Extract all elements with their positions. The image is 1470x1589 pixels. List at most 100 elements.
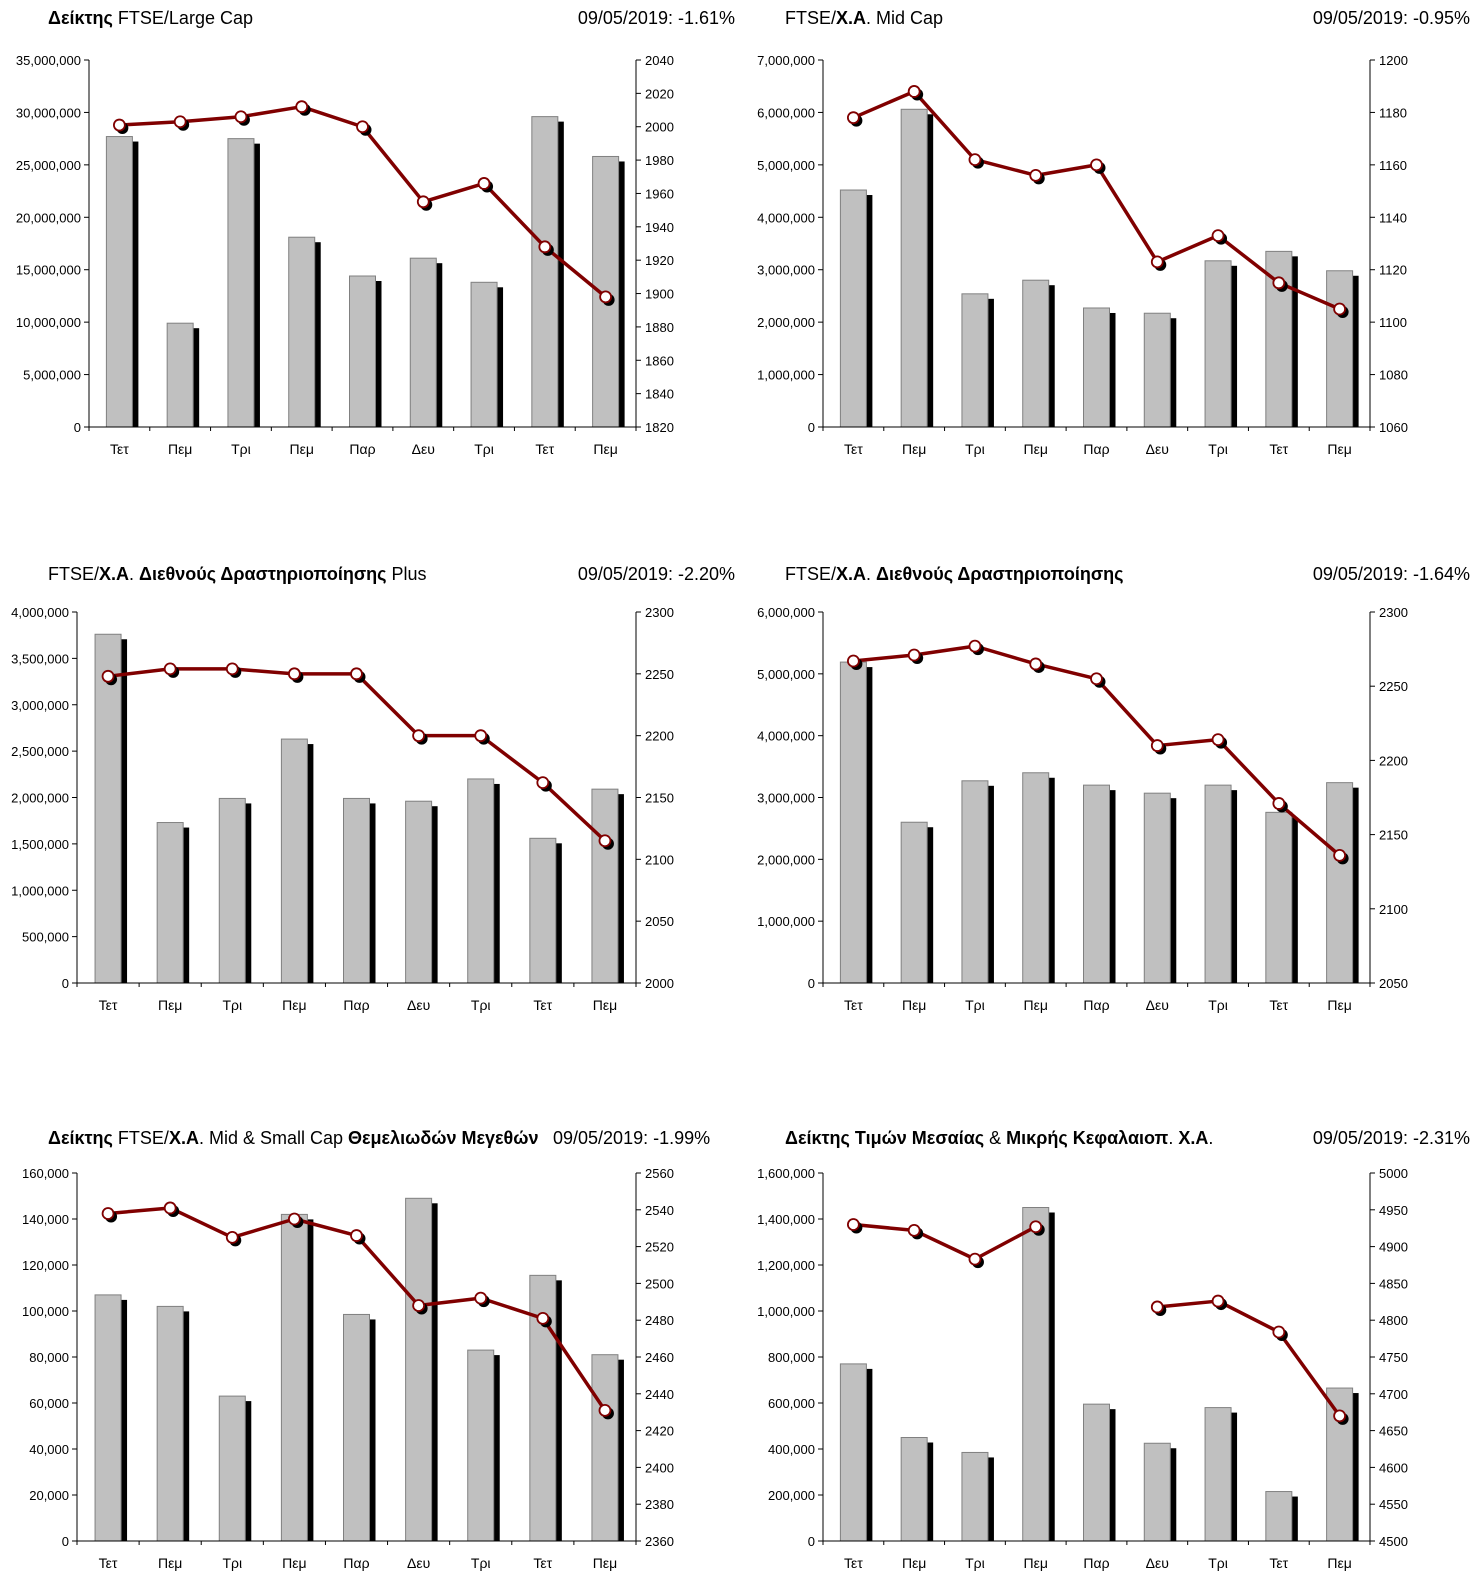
left-tick-label: 2,000,000 — [757, 852, 815, 867]
x-tick-label: Παρ — [1083, 1555, 1109, 1571]
panel-stat: 09/05/2019: -0.95% — [1312, 8, 1470, 28]
line-point — [1150, 739, 1164, 752]
right-tick-label: 1980 — [645, 153, 674, 168]
right-tick-label: 2300 — [1379, 605, 1408, 620]
right-tick-label: 1900 — [645, 287, 674, 302]
x-tick-label: Δευ — [407, 997, 430, 1013]
left-tick-label: 2,000,000 — [757, 315, 815, 330]
left-tick-label: 2,000,000 — [11, 791, 69, 806]
line-point — [1272, 276, 1286, 290]
bar — [1326, 782, 1354, 984]
title-part: Μικρής Κεφαλαιοπ — [1006, 1128, 1169, 1148]
panel-stat: 09/05/2019: -1.64% — [1312, 564, 1470, 584]
line-point — [907, 648, 921, 662]
left-tick-label: 6,000,000 — [757, 105, 815, 120]
left-tick-label: 200,000 — [768, 1488, 815, 1503]
right-tick-label: 2420 — [645, 1424, 674, 1439]
x-tick-label: Τρι — [1208, 997, 1228, 1013]
x-tick-label: Πεμ — [593, 1555, 617, 1571]
left-tick-label: 4,000,000 — [757, 210, 815, 225]
bar — [1204, 260, 1232, 428]
left-tick-label: 120,000 — [22, 1258, 69, 1273]
left-tick-label: 80,000 — [29, 1350, 69, 1365]
right-tick-label: 4500 — [1379, 1534, 1408, 1549]
right-tick-label: 4850 — [1379, 1276, 1408, 1291]
right-tick-label: 1120 — [1379, 263, 1407, 278]
title-part: & — [984, 1128, 1007, 1148]
title-part: FTSE/ — [48, 564, 100, 584]
x-tick-label: Πεμ — [1024, 997, 1048, 1013]
right-tick-label: 2050 — [645, 914, 674, 929]
x-tick-label: Πεμ — [158, 1555, 182, 1571]
x-tick-label: Τετ — [110, 441, 129, 457]
x-tick-label: Πεμ — [1327, 997, 1351, 1013]
panel-title: FTSE/Χ.Α. Διεθνούς Δραστηριοποίησης — [785, 564, 1124, 585]
right-tick-label: 4700 — [1379, 1387, 1408, 1402]
x-tick-label: Τετ — [535, 441, 554, 457]
right-tick-label: 2360 — [645, 1534, 674, 1549]
bar — [529, 837, 557, 984]
title-part: Χ.Α — [836, 8, 867, 28]
line-point — [907, 85, 921, 98]
panel-title: Δείκτης Τιμών Μεσαίας & Μικρής Κεφαλαιοπ… — [785, 1128, 1213, 1149]
line-point — [416, 195, 430, 209]
right-tick-label: 2300 — [645, 605, 674, 620]
panel-stat: 09/05/2019: -2.20% — [577, 564, 735, 584]
bar — [839, 661, 867, 984]
right-tick-label: 1200 — [1379, 53, 1408, 68]
bar — [349, 275, 376, 428]
combo-chart: 0 200,000 400,000 600,000 800,000 1,000,000 1,… — [757, 1166, 1408, 1571]
left-tick-label: 0 — [808, 420, 815, 435]
title-part: Χ.Α — [836, 564, 867, 584]
left-tick-label: 10,000,000 — [16, 315, 81, 330]
right-tick-label: 2440 — [645, 1387, 674, 1402]
right-tick-label: 2000 — [645, 976, 674, 991]
bar — [94, 633, 122, 984]
bar — [591, 788, 619, 984]
line-point — [101, 1207, 115, 1220]
title-part: FTSE/Large Cap — [112, 8, 253, 28]
bar — [288, 236, 316, 428]
title-part: Plus — [386, 564, 427, 584]
bar — [409, 257, 437, 428]
left-tick-label: 0 — [808, 1534, 815, 1549]
line-point — [412, 1299, 426, 1312]
line-point — [1272, 1325, 1286, 1339]
x-tick-label: Τρι — [231, 441, 251, 457]
left-tick-label: 400,000 — [768, 1442, 815, 1457]
title-part: . Mid Cap — [866, 8, 944, 28]
bar — [1265, 811, 1293, 984]
right-tick-label: 2250 — [645, 667, 674, 682]
x-tick-label: Παρ — [343, 1555, 369, 1571]
bar — [467, 778, 495, 984]
right-tick-label: 2460 — [645, 1350, 674, 1365]
line-point — [1150, 1300, 1164, 1314]
right-tick-label: 2020 — [645, 86, 674, 101]
left-tick-label: 4,000,000 — [757, 729, 815, 744]
bar — [280, 738, 308, 984]
bar — [343, 1313, 370, 1542]
x-tick-label: Τετ — [533, 1555, 552, 1571]
right-tick-label: 1960 — [645, 186, 674, 201]
line-point — [907, 1224, 921, 1237]
left-tick-label: 1,400,000 — [757, 1212, 815, 1227]
title-part: . — [866, 564, 877, 584]
right-tick-label: 1940 — [645, 220, 674, 235]
panel-title: FTSE/Χ.Α. Mid Cap — [785, 8, 943, 29]
chart-panel-mid-small-price: Δείκτης Τιμών Μεσαίας & Μικρής Κεφαλαιοπ… — [735, 1120, 1470, 1589]
x-tick-label: Τετ — [844, 441, 863, 457]
left-tick-label: 160,000 — [22, 1166, 69, 1181]
x-tick-label: Τρι — [474, 441, 494, 457]
bar — [900, 821, 928, 984]
combo-chart: 0 5,000,000 10,000,000 15,000,000 20,000,000… — [16, 53, 674, 457]
left-tick-label: 5,000,000 — [23, 368, 81, 383]
x-tick-label: Τρι — [965, 1555, 985, 1571]
line-point — [112, 118, 126, 132]
x-tick-label: Πεμ — [1327, 441, 1351, 457]
x-tick-label: Τρι — [965, 441, 985, 457]
bar — [531, 116, 559, 428]
line-point — [1029, 1220, 1043, 1234]
right-tick-label: 1060 — [1379, 420, 1408, 435]
bar — [1022, 279, 1050, 428]
combo-chart: 0 20,000 40,000 60,000 80,000 100,000 120,000 1… — [22, 1166, 674, 1571]
